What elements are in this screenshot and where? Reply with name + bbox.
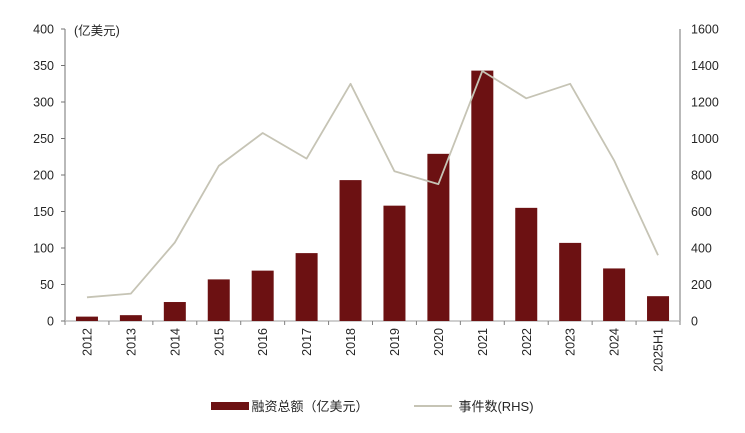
line-series-swatch [414, 404, 453, 407]
bar-2022 [515, 207, 538, 321]
legend-item-bar-series: 融资总额（亿美元） [211, 396, 368, 415]
bar-2015 [207, 279, 230, 321]
x-axis-label-2022: 2022 [520, 328, 534, 356]
bar-2021 [471, 70, 494, 321]
right-axis-tick-label: 1600 [691, 23, 719, 37]
legend-item-line-series: 事件数(RHS) [414, 396, 534, 415]
right-axis-tick-label: 0 [691, 315, 698, 329]
bar-2013 [119, 315, 142, 321]
right-axis-tick-label: 800 [691, 169, 712, 183]
bar-2025H1 [647, 296, 670, 321]
bar-2017 [295, 253, 318, 321]
right-axis-tick-label: 200 [691, 278, 712, 292]
x-axis-label-2015: 2015 [212, 328, 226, 356]
event-count-line [86, 70, 659, 299]
legend-line-label: 事件数(RHS) [458, 399, 534, 414]
x-axis-label-2020: 2020 [432, 328, 446, 356]
left-axis-tick-label: 200 [33, 169, 54, 183]
bar-2014 [163, 302, 186, 321]
x-axis-label-2018: 2018 [344, 328, 358, 356]
x-axis-label-2023: 2023 [564, 328, 578, 356]
x-axis-label-2012: 2012 [80, 328, 94, 356]
legend-bar-label: 融资总额（亿美元） [251, 399, 369, 414]
left-axis-unit-label: (亿美元) [74, 24, 120, 38]
bar-2023 [559, 242, 582, 321]
bar-2018 [339, 180, 362, 321]
x-axis-label-2016: 2016 [256, 328, 270, 356]
right-axis-tick-label: 600 [691, 205, 712, 219]
x-axis-label-2014: 2014 [168, 328, 182, 356]
left-axis-tick-label: 300 [33, 96, 54, 110]
legend: 融资总额（亿美元） 事件数(RHS) [0, 396, 745, 415]
right-axis-tick-label: 400 [691, 242, 712, 256]
x-axis-label-2017: 2017 [300, 328, 314, 356]
x-axis-label-2021: 2021 [476, 328, 490, 356]
bar-2024 [603, 268, 626, 321]
bar-2012 [75, 316, 98, 321]
left-axis-tick-label: 50 [40, 278, 54, 292]
bar-series-swatch [211, 401, 250, 410]
bar-2016 [251, 270, 274, 321]
bar-2019 [383, 205, 406, 321]
x-axis-label-2019: 2019 [388, 328, 402, 356]
x-axis-label-2025H1: 2025H1 [652, 328, 666, 372]
left-axis-tick-label: 350 [33, 59, 54, 73]
left-axis-tick-label: 250 [33, 132, 54, 146]
left-axis-tick-label: 100 [33, 242, 54, 256]
bar-2020 [427, 153, 450, 321]
x-axis-label-2013: 2013 [124, 328, 138, 356]
right-axis-tick-label: 1200 [691, 96, 719, 110]
left-axis-tick-label: 150 [33, 205, 54, 219]
left-axis-tick-label: 400 [33, 23, 54, 37]
left-axis-tick-label: 0 [47, 315, 54, 329]
x-axis-label-2024: 2024 [608, 328, 622, 356]
right-axis-tick-label: 1400 [691, 59, 719, 73]
right-axis-tick-label: 1000 [691, 132, 719, 146]
